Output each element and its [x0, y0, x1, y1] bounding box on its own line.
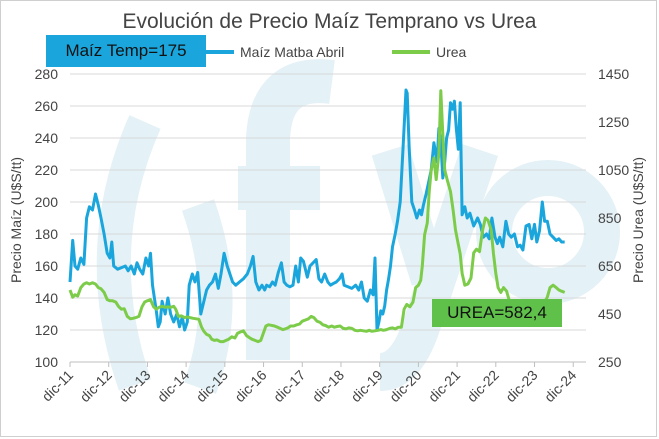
legend-label-urea: Urea [436, 44, 467, 60]
x-tick-label: dic-22 [464, 367, 502, 405]
y-left-tick-label: 140 [35, 290, 59, 306]
gridlines [70, 73, 586, 331]
x-tick-label: dic-17 [270, 367, 308, 405]
chart-title: Evolución de Precio Maíz Temprano vs Ure… [122, 10, 537, 33]
legend-swatch-urea [392, 50, 430, 54]
legend-label-maiz: Maíz Matba Abril [240, 44, 345, 60]
x-tick-label: dic-12 [77, 367, 115, 405]
x-tick-label: dic-23 [502, 367, 540, 405]
x-tick-label: dic-16 [231, 367, 269, 405]
y-left-tick-label: 220 [35, 162, 59, 178]
x-tick-label: dic-18 [309, 367, 347, 405]
x-tick-label: dic-14 [154, 367, 192, 405]
y-right-tick-label: 250 [598, 354, 622, 370]
y-left-tick-label: 160 [35, 258, 59, 274]
y-left-tick-label: 200 [35, 194, 59, 210]
watermark-left-paren [96, 115, 161, 391]
y-axis-left-title: Precio Maíz (U$S/tt) [8, 157, 24, 283]
x-tick-label: dic-24 [541, 367, 579, 405]
series-lines [68, 88, 566, 344]
y-left-tick-label: 100 [35, 354, 59, 370]
y-right-tick-label: 650 [598, 258, 622, 274]
series-line-urea [68, 89, 566, 344]
legend-item-urea: Urea [392, 44, 466, 60]
y-left-tick-label: 280 [35, 66, 59, 82]
y-left-tick-label: 260 [35, 98, 59, 114]
watermark-letter-o [476, 160, 620, 304]
y-right-tick-label: 1450 [598, 66, 629, 82]
x-tick-label: dic-21 [425, 367, 463, 405]
watermark-letter-f [238, 59, 335, 360]
y-axis-right-title: Precio Urea (U$S/tt) [630, 157, 646, 283]
y-right-tick-label: 1050 [598, 162, 629, 178]
y-left-tick-label: 240 [35, 130, 59, 146]
legend-item-maiz: Maíz Matba Abril [196, 44, 344, 60]
fyo-watermark-logo [96, 59, 620, 394]
y-right-tick-label: 450 [598, 306, 622, 322]
y-left-tick-label: 180 [35, 226, 59, 242]
legend-swatch-maiz [196, 50, 234, 54]
urea-value-box: UREA=582,4 [432, 299, 562, 327]
y-right-tick-label: 1250 [598, 114, 629, 130]
y-right-tick-label: 850 [598, 210, 622, 226]
maiz-value-box: Maíz Temp=175 [46, 35, 206, 67]
series-line-maiz [68, 88, 565, 332]
y-left-tick-label: 120 [35, 322, 59, 338]
x-tick-label: dic-11 [39, 367, 77, 405]
